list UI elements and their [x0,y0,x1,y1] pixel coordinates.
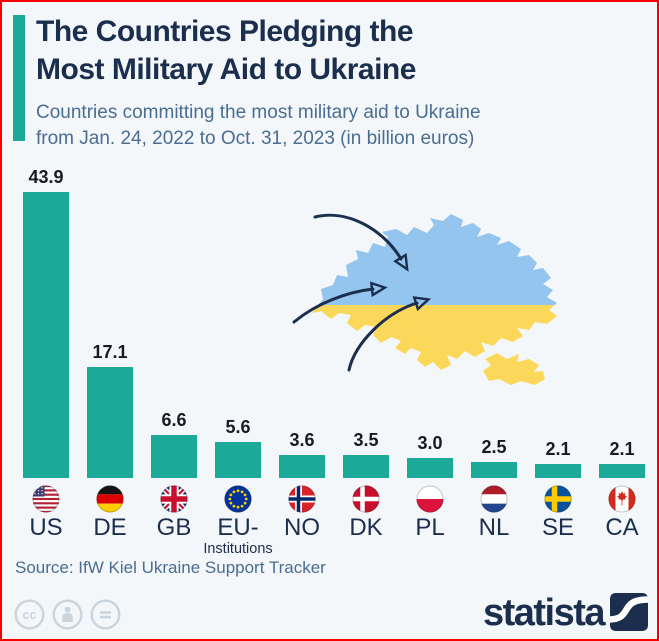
bar [87,367,133,478]
bar-column-US: 43.9 US [14,158,78,557]
flag-icon [544,485,572,513]
bar [23,192,69,478]
category-label: PL [415,514,445,541]
page-title: The Countries Pledging the Most Military… [36,13,636,89]
attribution-person-icon [52,599,83,630]
bar-stack: 17.1 [87,158,133,478]
bar-stack: 2.5 [471,158,517,478]
bar-column-EU: 5.6 EU- Institutions [203,158,273,557]
category-sublabel: Institutions [203,541,273,557]
flag-icon [352,485,380,513]
bar-column-GB: 6.6 GB [142,158,206,557]
license-icons: cc [14,599,121,630]
bar-stack: 2.1 [599,158,645,478]
header: The Countries Pledging the Most Military… [36,13,636,152]
statista-wordmark: statista [482,592,606,634]
flag-icon [416,485,444,513]
se-flag [544,485,572,513]
bar [471,462,517,478]
title-line-2: Most Military Aid to Ukraine [36,53,416,86]
gb-flag [160,485,188,513]
bar [151,435,197,478]
bar-value-label: 2.5 [481,437,507,457]
pl-flag [416,485,444,513]
bar-chart: 43.9 US 17.1 DE 6.6 GB [14,158,654,557]
dk-flag [352,485,380,513]
bar-stack: 3.5 [343,158,389,478]
flag-icon [288,485,316,513]
bar-value-label: 5.6 [225,417,251,437]
bar-value-label: 3.0 [417,433,443,453]
bar-value-label: 17.1 [92,342,128,362]
de-flag [96,485,124,513]
category-label: US [29,514,63,541]
bar-column-NL: 2.5 NL [462,158,526,557]
ca-flag [608,485,636,513]
subtitle-line-2: from Jan. 24, 2022 to Oct. 31, 2023 (in … [36,128,475,149]
bar-stack: 5.6 [215,158,261,478]
bar-value-label: 2.1 [545,439,571,459]
source-text: Source: IfW Kiel Ukraine Support Tracker [15,558,326,577]
flag-icon [32,485,60,513]
category-label: EU- [217,514,259,541]
bar-value-label: 6.6 [161,410,187,430]
bar-value-label: 3.5 [353,430,379,450]
category-label: SE [541,514,574,541]
bar-column-DE: 17.1 DE [78,158,142,557]
subtitle-line-1: Countries committing the most military a… [36,102,481,123]
category-label: GB [156,514,192,541]
nl-flag [480,485,508,513]
statista-brand: statista [482,592,648,634]
bar-stack: 3.6 [279,158,325,478]
svg-text:cc: cc [23,608,37,622]
bar-stack: 2.1 [535,158,581,478]
bar-value-label: 2.1 [609,439,635,459]
bar-column-CA: 2.1 CA [590,158,654,557]
flag-icon [480,485,508,513]
bar [599,464,645,478]
bar-column-DK: 3.5 DK [334,158,398,557]
statista-logo-icon [610,593,648,631]
cc-icon: cc [14,599,45,630]
flag-icon [96,485,124,513]
bar-column-SE: 2.1 SE [526,158,590,557]
subtitle: Countries committing the most military a… [36,100,636,152]
no-flag [288,485,316,513]
no-derivatives-equals-icon [90,599,121,630]
bar [535,464,581,478]
us-flag [32,485,60,513]
bar [407,458,453,478]
bar [343,455,389,478]
category-label: NO [284,514,320,541]
bar-value-label: 43.9 [28,167,64,187]
category-label: CA [605,514,639,541]
category-label: DE [93,514,127,541]
bar [279,455,325,478]
category-label: DK [349,514,383,541]
bar-stack: 3.0 [407,158,453,478]
flag-icon [160,485,188,513]
title-line-1: The Countries Pledging the [36,15,414,48]
flag-icon [224,485,252,513]
bar-column-NO: 3.6 NO [270,158,334,557]
bar-stack: 6.6 [151,158,197,478]
flag-icon [608,485,636,513]
title-accent-bar [13,15,25,141]
eu-flag [224,485,252,513]
category-label: NL [478,514,510,541]
bar-value-label: 3.6 [289,430,315,450]
bar-stack: 43.9 [23,158,69,478]
bar [215,442,261,478]
bar-column-PL: 3.0 PL [398,158,462,557]
